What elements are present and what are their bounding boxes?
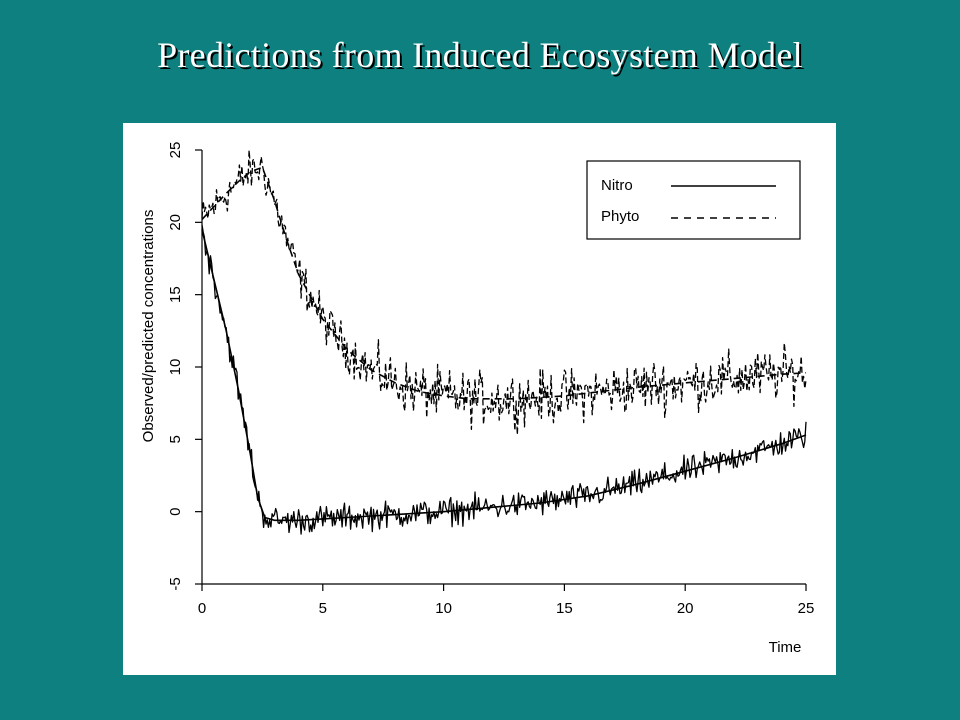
x-tick-label: 15: [556, 600, 573, 617]
y-tick-label: 15: [167, 286, 184, 303]
x-tick-label: 5: [319, 600, 327, 617]
y-tick-label: 5: [167, 435, 184, 443]
x-tick-label: 20: [677, 600, 694, 617]
predicted-line-phyto: [201, 166, 807, 400]
y-tick-label: 10: [167, 359, 184, 376]
x-tick-label: 10: [435, 600, 452, 617]
legend-label-nitro: Nitro: [601, 177, 633, 194]
phyto-observations: [201, 149, 807, 436]
predicted-line-nitro: [201, 229, 807, 522]
y-tick-label: -5: [167, 577, 184, 590]
y-tick-label: 0: [167, 507, 184, 515]
x-axis-label: Time: [769, 639, 802, 656]
y-tick-label: 25: [167, 142, 184, 159]
line-chart: 0 5 10 15 20 25 -5 0 5 10 15 20 25 Time Observed/pre…: [140, 142, 814, 656]
y-tick-label: 20: [167, 214, 184, 231]
x-tick-label: 0: [198, 600, 206, 617]
chart-panel: 0 5 10 15 20 25 -5 0 5 10 15 20 25 Time Observed/pre…: [123, 123, 836, 675]
observed-line-phyto: [201, 149, 807, 436]
plot-axes: 0 5 10 15 20 25 -5 0 5 10 15 20 25: [167, 142, 814, 617]
slide-title: Predictions from Induced Ecosystem Model: [157, 35, 803, 75]
legend-label-phyto: Phyto: [601, 208, 639, 225]
legend-box: [586, 160, 801, 240]
x-tick-label: 25: [798, 600, 815, 617]
y-axis-label: Observed/predicted concentrations: [140, 210, 157, 443]
legend: Nitro Phyto: [586, 160, 801, 240]
predicted-lines: [201, 166, 807, 522]
